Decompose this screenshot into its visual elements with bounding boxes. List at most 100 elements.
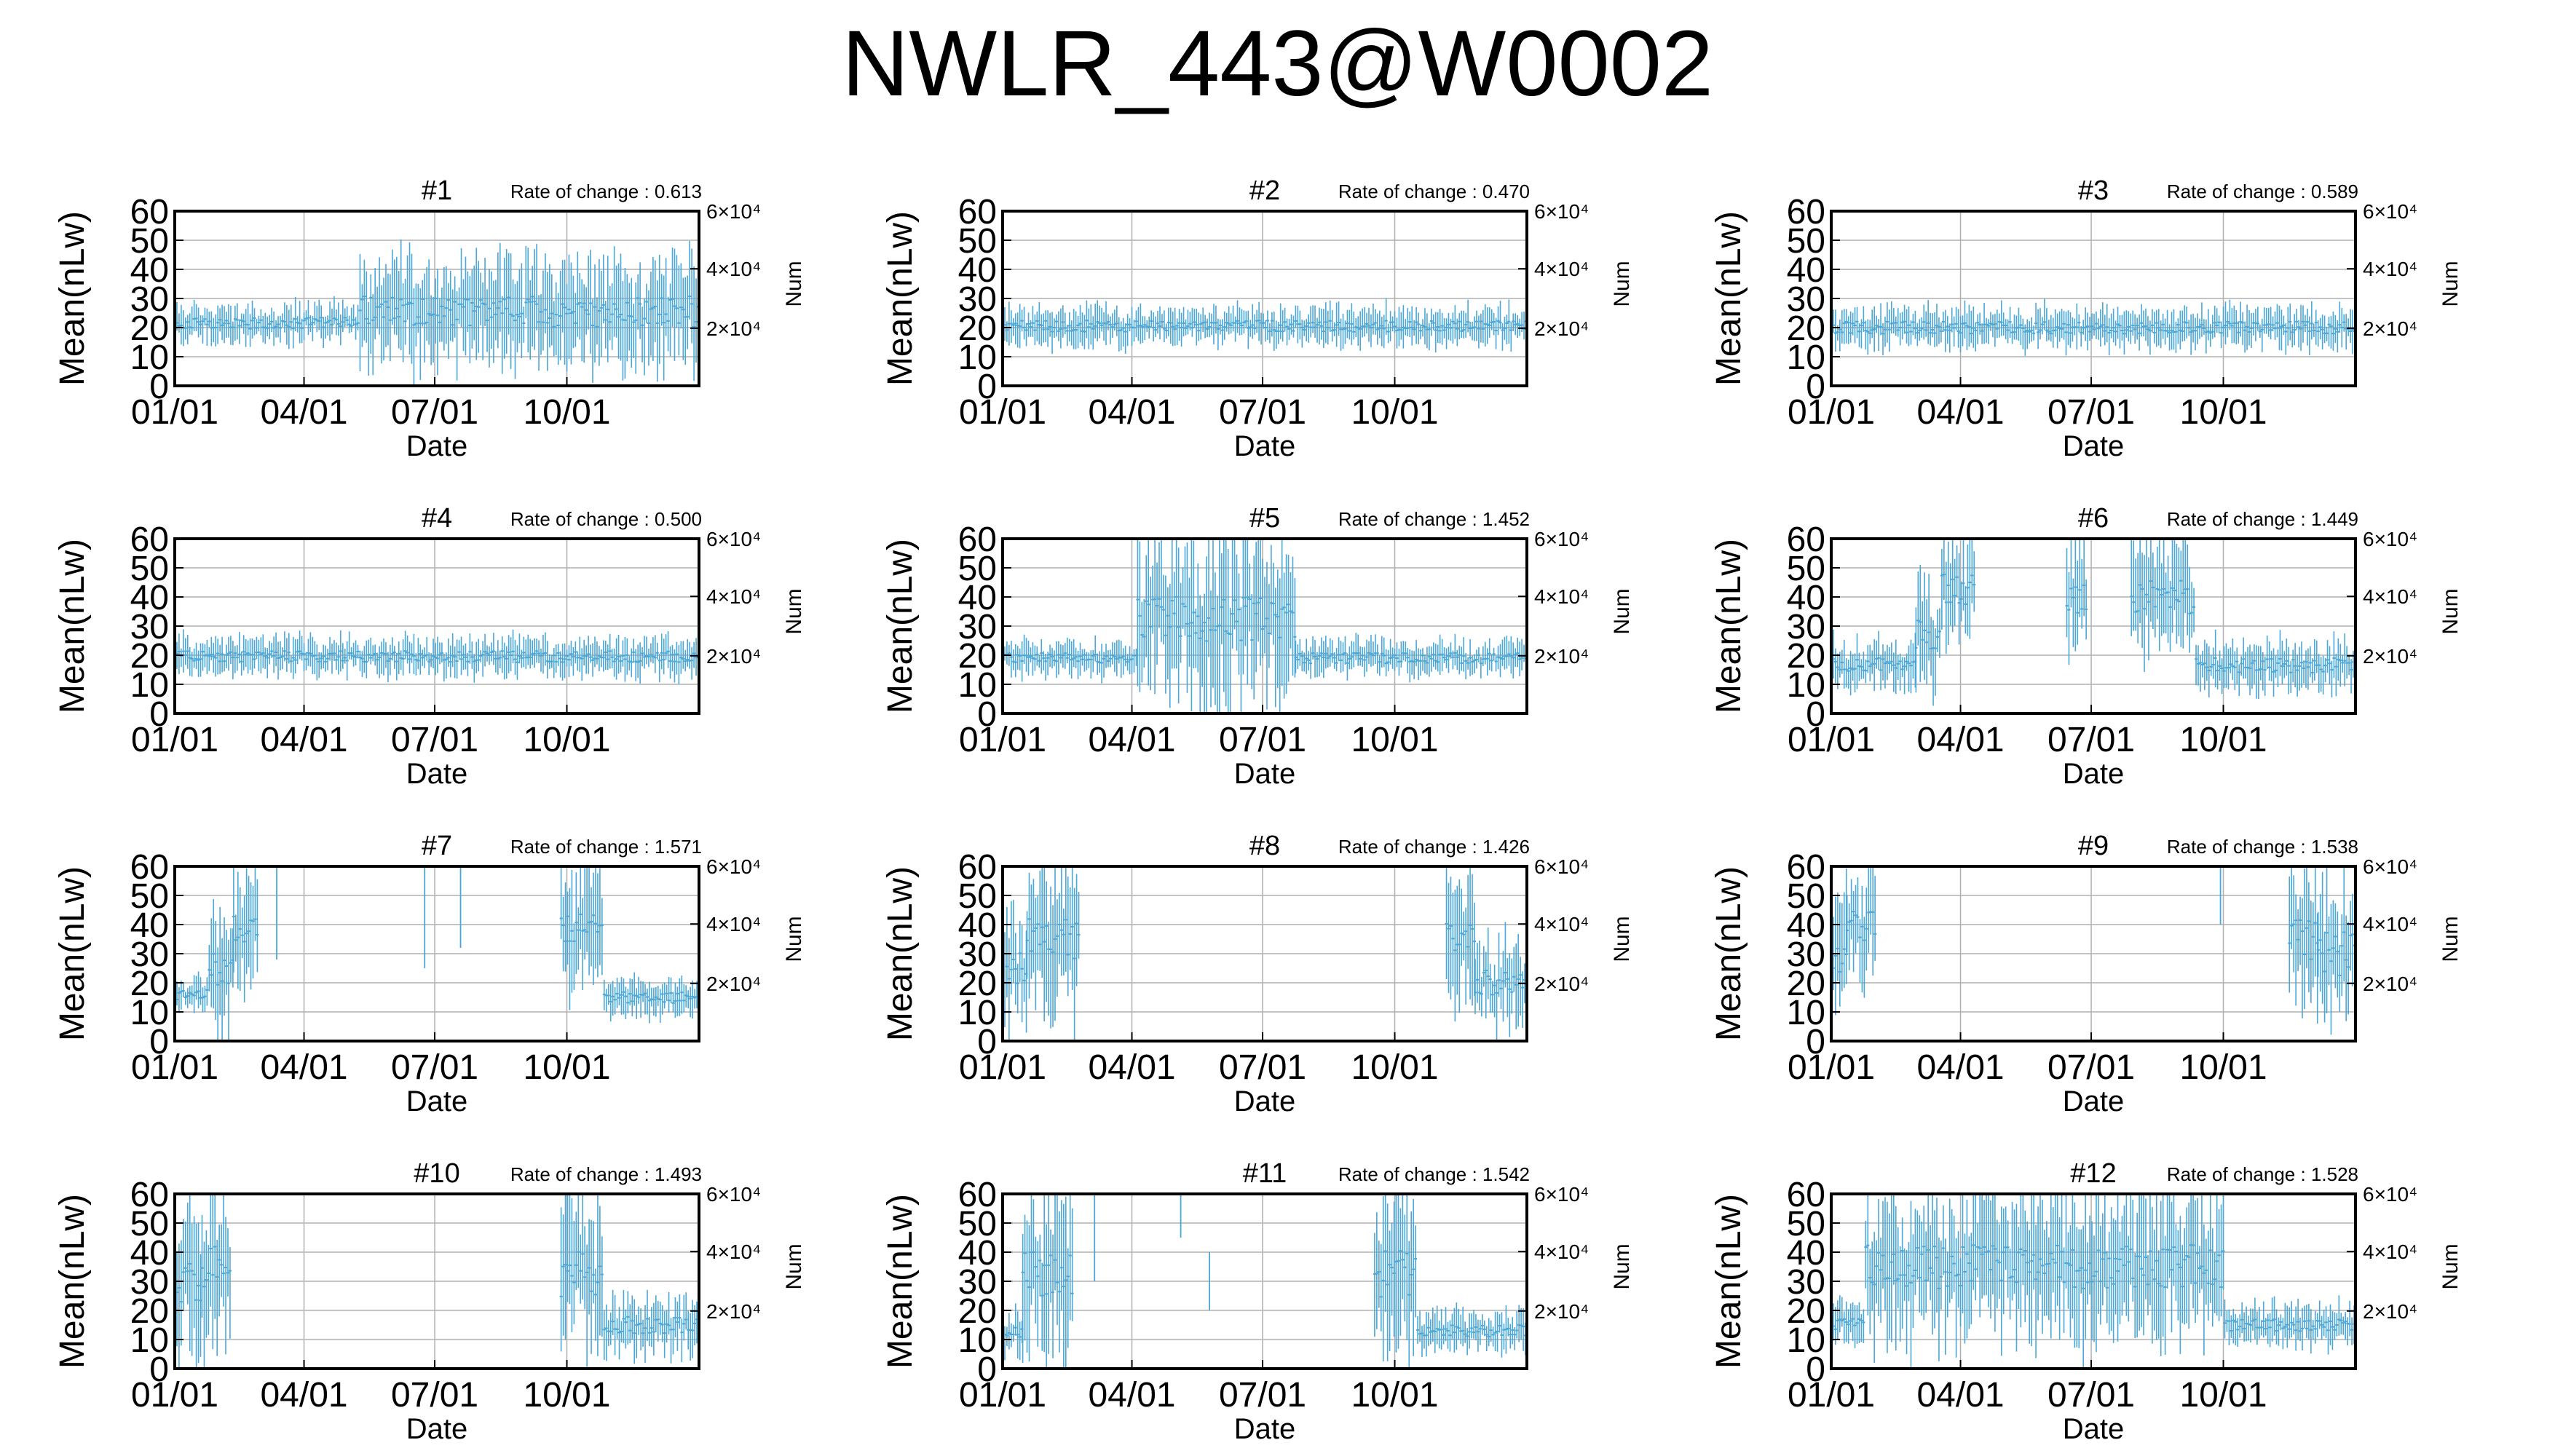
x-tick-label: 07/01 xyxy=(391,1376,478,1415)
y2-tick-label: 2×10⁴ xyxy=(2363,1300,2417,1323)
x-tick-label: 01/01 xyxy=(1788,393,1875,432)
y-tick-label: 40 xyxy=(1787,251,1825,290)
x-tick-label: 01/01 xyxy=(131,393,218,432)
x-axis-title: Date xyxy=(406,430,468,462)
y-tick-label: 50 xyxy=(958,877,997,916)
y2-tick-label: 2×10⁴ xyxy=(1534,317,1589,340)
x-tick-label: 10/01 xyxy=(1351,721,1438,759)
y-tick-label: 40 xyxy=(130,1234,169,1273)
y-tick-label: 30 xyxy=(958,1263,997,1302)
rate-of-change-label: Rate of change : 1.452 xyxy=(1338,508,1530,530)
y2-tick-label: 2×10⁴ xyxy=(1534,1300,1589,1323)
chart-panel: #5 Rate of change : 1.452 0 10 20 30 40 50 60 01/… xyxy=(881,484,1723,790)
rate-of-change-label: Rate of change : 1.449 xyxy=(2167,508,2358,530)
x-tick-label: 01/01 xyxy=(959,393,1046,432)
y-tick-label: 10 xyxy=(1787,1321,1825,1360)
y-tick-label: 20 xyxy=(958,309,997,348)
y2-tick-label: 4×10⁴ xyxy=(1534,258,1589,280)
y-tick-label: 0 xyxy=(977,1350,997,1389)
y-tick-label: 50 xyxy=(958,550,997,588)
y-tick-label: 10 xyxy=(1787,994,1825,1032)
chart-panel: #10 Rate of change : 1.493 0 10 20 30 40 50 60 01… xyxy=(53,1139,896,1445)
y-tick-label: 0 xyxy=(1806,368,1825,406)
y-tick-label: 30 xyxy=(958,935,997,974)
rate-of-change-label: Rate of change : 0.589 xyxy=(2167,181,2358,202)
y-tick-label: 0 xyxy=(977,695,997,734)
y2-tick-label: 6×10⁴ xyxy=(1534,1183,1589,1206)
x-tick-label: 10/01 xyxy=(1351,393,1438,432)
y-tick-label: 50 xyxy=(130,877,169,916)
rate-of-change-label: Rate of change : 1.542 xyxy=(1338,1163,1530,1185)
y-tick-label: 20 xyxy=(130,1292,169,1331)
y-tick-label: 10 xyxy=(130,666,169,705)
y-tick-label: 10 xyxy=(130,1321,169,1360)
series-bars xyxy=(173,629,700,684)
y2-axis-title: Num xyxy=(1610,916,1634,962)
chart-title: #5 xyxy=(1249,503,1280,534)
y-tick-label: 10 xyxy=(1787,666,1825,705)
y-axis-title: Mean(nLw) xyxy=(881,211,920,386)
series-bars xyxy=(1830,866,2357,1035)
x-tick-label: 07/01 xyxy=(391,393,478,432)
x-tick-label: 04/01 xyxy=(1088,721,1175,759)
rate-of-change-label: Rate of change : 1.493 xyxy=(510,1163,702,1185)
y-axis-title: Mean(nLw) xyxy=(53,1194,92,1369)
y-tick-label: 10 xyxy=(958,1321,997,1360)
chart-title: #11 xyxy=(1243,1158,1287,1189)
y2-tick-label: 4×10⁴ xyxy=(2363,913,2417,935)
y-tick-label: 60 xyxy=(1787,1176,1825,1214)
y-tick-label: 40 xyxy=(1787,906,1825,945)
y2-tick-label: 2×10⁴ xyxy=(1534,645,1589,668)
x-tick-label: 04/01 xyxy=(260,393,347,432)
y-tick-label: 0 xyxy=(149,1023,169,1061)
x-axis-title: Date xyxy=(1234,1413,1296,1445)
rate-of-change-label: Rate of change : 1.528 xyxy=(2167,1163,2358,1185)
x-tick-label: 07/01 xyxy=(2047,393,2135,432)
y-tick-label: 50 xyxy=(958,1205,997,1243)
y2-tick-label: 2×10⁴ xyxy=(706,973,761,995)
y-tick-label: 60 xyxy=(130,848,169,887)
y-tick-label: 60 xyxy=(958,848,997,887)
y-tick-label: 40 xyxy=(958,251,997,290)
chart-title: #8 xyxy=(1249,831,1280,861)
y-tick-label: 50 xyxy=(130,1205,169,1243)
y-tick-label: 50 xyxy=(1787,1205,1825,1243)
x-tick-label: 10/01 xyxy=(523,1376,610,1415)
y2-tick-label: 4×10⁴ xyxy=(706,913,761,935)
y-tick-label: 0 xyxy=(977,1023,997,1061)
y-tick-label: 60 xyxy=(958,521,997,559)
y2-axis-title: Num xyxy=(782,916,806,962)
y2-axis-title: Num xyxy=(1610,1243,1634,1289)
x-tick-label: 04/01 xyxy=(260,721,347,759)
y2-tick-label: 2×10⁴ xyxy=(706,317,761,340)
x-tick-label: 01/01 xyxy=(1788,1376,1875,1415)
y2-tick-label: 2×10⁴ xyxy=(706,1300,761,1323)
x-axis-title: Date xyxy=(2063,430,2125,462)
y2-axis-title: Num xyxy=(2438,588,2463,634)
series-bars xyxy=(1830,298,2357,356)
y2-tick-label: 6×10⁴ xyxy=(2363,1183,2417,1206)
y-tick-label: 30 xyxy=(130,1263,169,1302)
x-axis-title: Date xyxy=(406,1085,468,1117)
y-tick-label: 0 xyxy=(1806,1350,1825,1389)
y2-axis-title: Num xyxy=(2438,261,2463,306)
y-tick-label: 50 xyxy=(130,222,169,261)
x-axis-title: Date xyxy=(1234,430,1296,462)
y-tick-label: 20 xyxy=(958,965,997,1003)
y-tick-label: 50 xyxy=(1787,222,1825,261)
y2-tick-label: 2×10⁴ xyxy=(2363,645,2417,668)
chart-title: #7 xyxy=(422,831,452,861)
x-tick-label: 07/01 xyxy=(1219,393,1306,432)
y-tick-label: 40 xyxy=(958,906,997,945)
chart-panel: #1 Rate of change : 0.613 0 10 20 30 40 50 60 01/… xyxy=(53,157,896,462)
chart-panel: #11 Rate of change : 1.542 0 10 20 30 40 50 60 01… xyxy=(881,1139,1723,1445)
series-bars xyxy=(1830,539,2355,706)
series-bars xyxy=(1001,298,1528,354)
y-tick-label: 40 xyxy=(130,906,169,945)
y-tick-label: 20 xyxy=(1787,309,1825,348)
y2-tick-label: 6×10⁴ xyxy=(2363,855,2417,878)
y-tick-label: 20 xyxy=(130,965,169,1003)
